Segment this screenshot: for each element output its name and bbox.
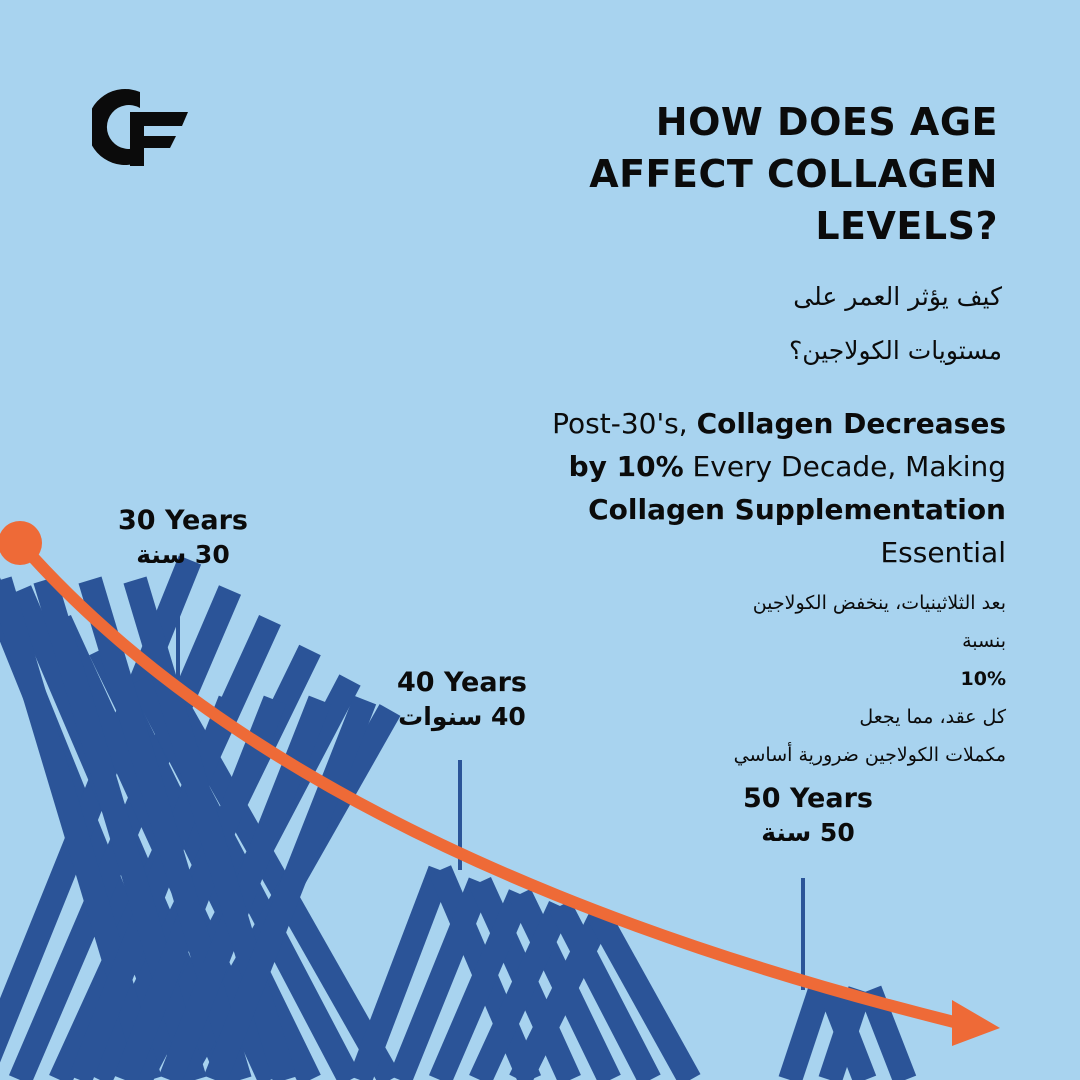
tagline-text: Every Decade, Making (683, 450, 1006, 483)
arrow-head-icon (952, 1000, 1000, 1046)
stripe (549, 900, 661, 1080)
age-label-en: 40 Years (397, 667, 527, 698)
tagline-text: Essential (880, 536, 1006, 569)
title-line-2: AFFECT COLLAGEN (589, 152, 998, 196)
stripe (778, 986, 832, 1080)
arabic-title-line-2: مستويات الكولاجين؟ (788, 336, 1002, 365)
tagline-bold-text: by 10% (568, 450, 684, 483)
tagline-line-4: Essential (446, 531, 1006, 574)
stripe (348, 865, 452, 1080)
tagline-line-3: Collagen Supplementation (446, 488, 1006, 531)
title-line-1: HOW DOES AGE (655, 100, 998, 144)
age-label-en: 50 Years (743, 783, 873, 814)
stripe (818, 986, 872, 1080)
tagline-text: Post-30's, (552, 407, 697, 440)
age-label-en: 30 Years (118, 505, 248, 536)
stripe (68, 695, 242, 1080)
age-label-ar: 40 سنوات (398, 702, 526, 731)
arabic-tagline: بعد الثلاثينيات، ينخفض الكولاجين بنسبة 1… (626, 584, 1006, 774)
stripe (388, 877, 492, 1080)
age-label-50: 50 Years 50 سنة (698, 782, 918, 850)
arabic-tagline-line-1: بعد الثلاثينيات، ينخفض الكولاجين (752, 592, 1006, 614)
stripe (509, 912, 611, 1080)
cf-logo-icon (92, 89, 188, 166)
start-dot (0, 521, 42, 565)
stripe (469, 900, 571, 1080)
tagline: Post-30's, Collagen Decreases by 10% Eve… (446, 402, 1006, 574)
arabic-tagline-line-2: بنسبة 10% كل عقد، مما يجعل (626, 622, 1006, 736)
tagline-bold-text: Collagen Supplementation (588, 493, 1006, 526)
age-label-ar: 50 سنة (761, 818, 855, 847)
woven-stripes (0, 555, 917, 1080)
age-label-40: 40 Years 40 سنوات (352, 666, 572, 734)
arabic-tagline-bold: 10% (960, 668, 1006, 690)
tagline-line-2: by 10% Every Decade, Making (446, 445, 1006, 488)
arabic-title: كيف يؤثر العمر على مستويات الكولاجين؟ (582, 270, 1002, 378)
tagline-line-1: Post-30's, Collagen Decreases (446, 402, 1006, 445)
decline-curve (16, 539, 968, 1030)
arabic-tagline-line-3: مكملات الكولاجين ضرورية أساسي (733, 744, 1006, 766)
age-label-30: 30 Years 30 سنة (73, 504, 293, 572)
age-label-ar: 30 سنة (136, 540, 230, 569)
arabic-tagline-text: بنسبة (962, 630, 1006, 652)
arabic-tagline-text: كل عقد، مما يجعل (859, 706, 1006, 728)
stripe (428, 889, 532, 1080)
stripe (113, 695, 287, 1080)
stripe (203, 695, 377, 1080)
arabic-title-line-1: كيف يؤثر العمر على (793, 282, 1002, 311)
tagline-bold-text: Collagen Decreases (696, 407, 1006, 440)
title-line-3: LEVELS? (815, 204, 998, 248)
page-title: HOW DOES AGE AFFECT COLLAGEN LEVELS? (478, 96, 998, 252)
stripe (589, 912, 701, 1080)
